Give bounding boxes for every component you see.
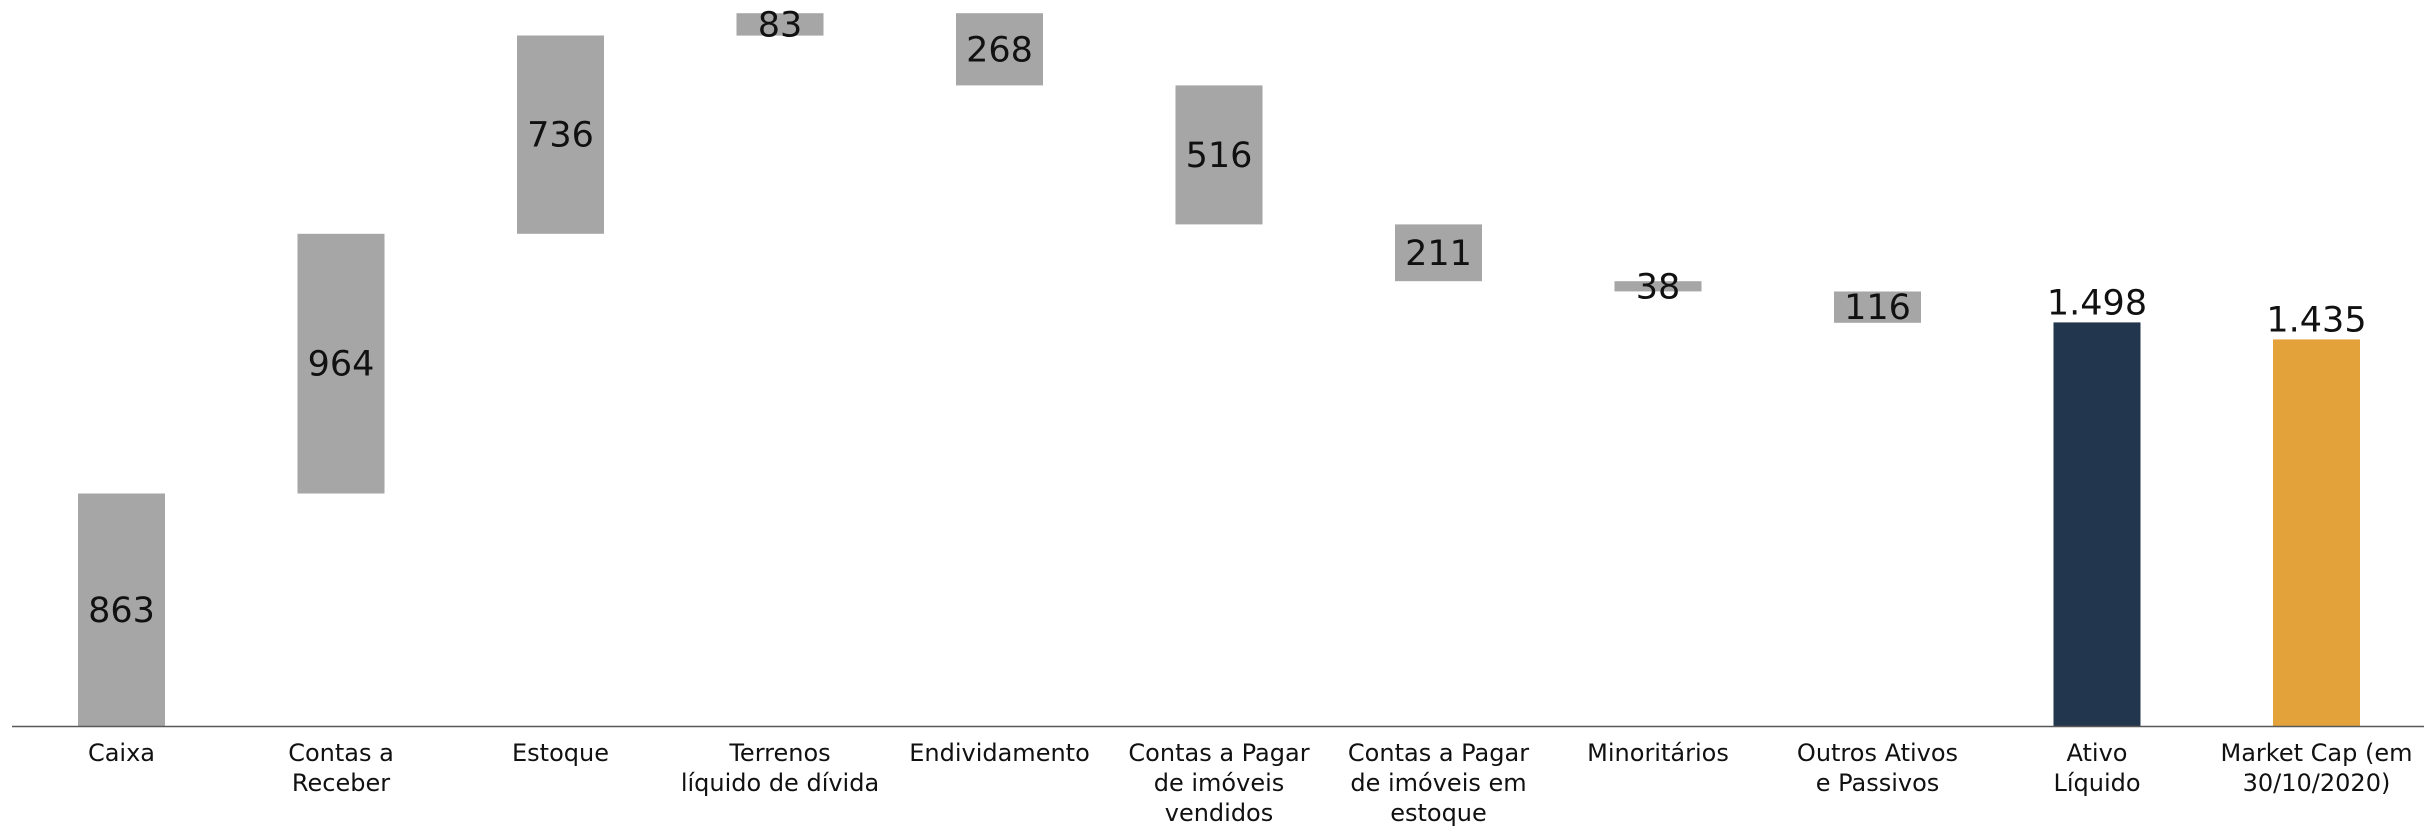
value-labels-group: 863 964 736 83 268 516 211 38 116 1.498 1.435 — [88, 5, 2367, 631]
bar-3 — [736, 13, 824, 36]
category-label-line: 30/10/2020) — [2243, 769, 2391, 797]
category-label-5: Contas a Pagar de imóveis vendidos — [1128, 739, 1309, 827]
category-label-line: Estoque — [512, 739, 609, 767]
category-label-line: Líquido — [2053, 769, 2140, 797]
category-label-line: Caixa — [88, 739, 155, 767]
bar-9 — [2053, 322, 2141, 726]
category-label-line: Contas a — [288, 739, 394, 767]
value-label-7: 38 — [1636, 267, 1681, 307]
category-label-line: Minoritários — [1587, 739, 1729, 767]
category-label-6: Contas a Pagar de imóveis em estoque — [1348, 739, 1529, 827]
category-label-line: Terrenos — [728, 739, 830, 767]
category-label-7: Minoritários — [1587, 739, 1729, 767]
category-label-0: Caixa — [88, 739, 155, 767]
bar-5 — [1175, 85, 1263, 225]
category-label-line: Receber — [292, 769, 390, 797]
bars-group — [78, 13, 2360, 726]
category-label-3: Terrenos líquido de dívida — [681, 739, 879, 797]
category-label-line: líquido de dívida — [681, 769, 879, 797]
bar-10 — [2273, 339, 2360, 726]
category-label-9: Ativo Líquido — [2053, 739, 2140, 797]
value-label-1: 964 — [308, 345, 375, 385]
category-label-line: de imóveis — [1154, 769, 1285, 797]
category-label-line: Contas a Pagar — [1128, 739, 1309, 767]
value-label-3: 83 — [758, 5, 803, 45]
value-label-4: 268 — [966, 30, 1033, 70]
value-label-8: 116 — [1844, 288, 1911, 328]
category-label-line: vendidos — [1165, 799, 1274, 827]
category-label-line: e Passivos — [1816, 769, 1940, 797]
value-label-9: 1.498 — [2047, 283, 2147, 323]
category-label-1: Contas a Receber — [288, 739, 394, 797]
bar-4 — [956, 13, 1043, 86]
bar-1 — [297, 233, 385, 494]
value-label-6: 211 — [1405, 234, 1472, 274]
category-label-line: estoque — [1390, 799, 1487, 827]
category-label-10: Market Cap (em 30/10/2020) — [2221, 739, 2413, 797]
value-label-10: 1.435 — [2266, 300, 2366, 340]
category-label-2: Estoque — [512, 739, 609, 767]
bar-7 — [1614, 281, 1702, 292]
category-label-line: Ativo — [2067, 739, 2128, 767]
bar-6 — [1395, 224, 1482, 282]
category-label-line: Market Cap (em — [2221, 739, 2413, 767]
category-label-8: Outros Ativos e Passivos — [1797, 739, 1958, 797]
bar-8 — [1834, 291, 1921, 323]
category-label-line: Outros Ativos — [1797, 739, 1958, 767]
category-label-line: Contas a Pagar — [1348, 739, 1529, 767]
bar-2 — [517, 35, 604, 234]
value-label-2: 736 — [527, 116, 594, 156]
category-label-line: Endividamento — [909, 739, 1090, 767]
category-labels-group: Caixa Contas a Receber Estoque Terrenos líqui… — [88, 739, 2413, 827]
value-label-5: 516 — [1186, 136, 1253, 176]
bar-0 — [78, 493, 165, 726]
value-label-0: 863 — [88, 591, 155, 631]
category-label-line: de imóveis em — [1350, 769, 1526, 797]
category-label-4: Endividamento — [909, 739, 1090, 767]
